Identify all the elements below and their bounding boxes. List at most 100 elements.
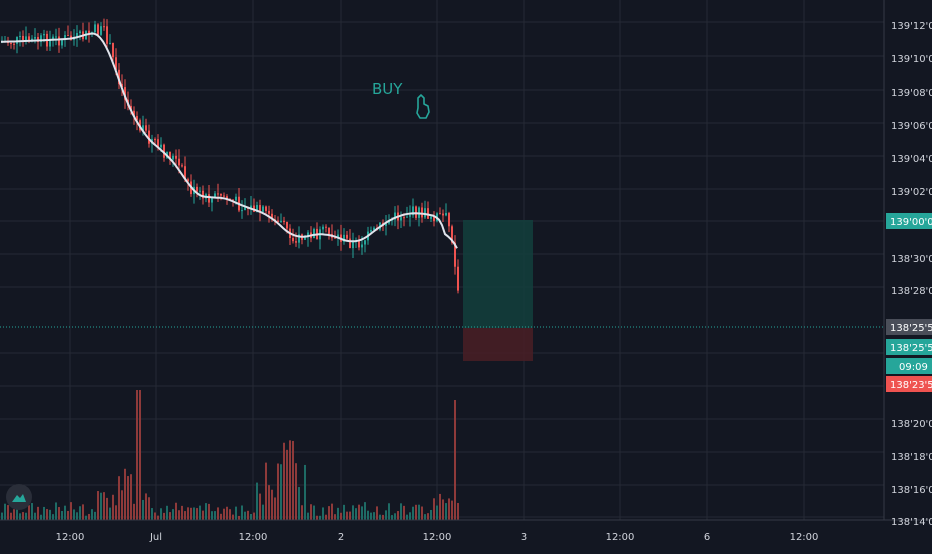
volume-bar bbox=[49, 509, 51, 520]
volume-bar bbox=[322, 507, 324, 520]
candle-body bbox=[394, 212, 396, 220]
candle-body bbox=[268, 210, 270, 214]
volume-bar bbox=[199, 505, 201, 520]
candle-body bbox=[52, 36, 54, 40]
candle-body bbox=[448, 213, 450, 227]
volume-bar bbox=[88, 513, 90, 520]
volume-bar bbox=[79, 506, 81, 520]
time-axis[interactable]: 12:00 Jul 12:00 2 12:00 3 12:00 6 12:00 bbox=[56, 532, 819, 543]
volume-bar bbox=[421, 506, 423, 520]
volume-bar bbox=[223, 508, 225, 520]
candle-body bbox=[298, 234, 300, 243]
candle-body bbox=[373, 227, 375, 231]
candle-body bbox=[19, 35, 21, 37]
tradingview-logo-button[interactable] bbox=[6, 484, 32, 510]
volume-bar bbox=[454, 400, 456, 520]
candle-body bbox=[250, 205, 252, 209]
volume-bar bbox=[130, 474, 132, 520]
candle-body bbox=[13, 43, 15, 45]
candle-body bbox=[325, 226, 327, 228]
price-tick-label: 139'04'0 bbox=[891, 154, 932, 165]
volume-bar bbox=[361, 506, 363, 520]
candle-body bbox=[88, 30, 90, 35]
candle-body bbox=[400, 217, 402, 221]
position-loss-zone[interactable] bbox=[463, 328, 533, 361]
volume-bar bbox=[28, 505, 30, 520]
price-badge-label: 139'00'0 bbox=[890, 217, 932, 228]
candle-body bbox=[175, 155, 177, 159]
volume-bar bbox=[247, 510, 249, 520]
moving-average-line bbox=[1, 32, 458, 249]
volume-bar bbox=[220, 513, 222, 520]
time-tick-label: 12:00 bbox=[606, 532, 635, 543]
candle-body bbox=[385, 223, 387, 226]
volume-bar bbox=[142, 499, 144, 520]
volume-bar bbox=[61, 510, 63, 520]
volume-bar bbox=[82, 504, 84, 520]
price-badge bbox=[886, 213, 932, 229]
volume-bar bbox=[298, 487, 300, 520]
volume-bar bbox=[346, 511, 348, 520]
volume-bar bbox=[55, 502, 57, 520]
candle-body bbox=[172, 155, 174, 160]
position-profit-zone[interactable] bbox=[463, 220, 533, 328]
candle-body bbox=[328, 227, 330, 234]
price-badge bbox=[886, 376, 932, 392]
volume-bar bbox=[205, 503, 207, 520]
candle-body bbox=[265, 206, 267, 211]
volume-bar bbox=[367, 510, 369, 520]
volume-bar bbox=[10, 512, 12, 520]
price-badge bbox=[886, 358, 932, 374]
volume-bar bbox=[52, 514, 54, 520]
candle-body bbox=[97, 24, 99, 35]
candle-body bbox=[322, 226, 324, 230]
candle-body bbox=[163, 144, 165, 158]
candle-body bbox=[115, 57, 117, 70]
volume-bar bbox=[307, 512, 309, 520]
candle-body bbox=[295, 241, 297, 243]
candle-body bbox=[133, 110, 135, 117]
candle-body bbox=[25, 36, 27, 40]
position-tool[interactable] bbox=[463, 220, 533, 361]
candle-body bbox=[412, 206, 414, 216]
candle-body bbox=[148, 130, 150, 144]
volume-bar bbox=[331, 503, 333, 520]
volume-bar bbox=[94, 511, 96, 520]
candle-body bbox=[439, 213, 441, 215]
candle-body bbox=[145, 125, 147, 131]
volume-bar bbox=[295, 463, 297, 520]
candle-body bbox=[256, 205, 258, 212]
price-tick-label: 138'20'0 bbox=[891, 419, 932, 430]
price-axis[interactable]: 139'12'0 139'10'0 139'08'0 139'06'0 139'04'0… bbox=[891, 21, 932, 528]
candle-body bbox=[442, 213, 444, 216]
candle-body bbox=[34, 36, 36, 39]
volume-bar bbox=[124, 468, 126, 520]
volume-bar bbox=[196, 508, 198, 520]
candle-body bbox=[28, 36, 30, 42]
volume-bar bbox=[268, 485, 270, 520]
volume-bar bbox=[46, 509, 48, 520]
volume-bar bbox=[4, 503, 6, 520]
volume-bar bbox=[277, 463, 279, 520]
volume-bar bbox=[7, 505, 9, 520]
volume-bar bbox=[235, 506, 237, 520]
candle-body bbox=[22, 35, 24, 40]
tradingview-mountain-icon bbox=[12, 494, 26, 502]
price-axis-badges: 139'00'0 138'25'5 138'25'5 09:09 138'23'5 bbox=[886, 213, 932, 392]
time-tick-label: 6 bbox=[704, 532, 710, 543]
volume-bar bbox=[148, 497, 150, 520]
volume-bar bbox=[337, 507, 339, 520]
candle-body bbox=[349, 238, 351, 249]
volume-bar bbox=[85, 515, 87, 520]
candle-body bbox=[10, 42, 12, 44]
volume-bar bbox=[430, 509, 432, 520]
buy-annotation[interactable]: BUY bbox=[372, 80, 430, 119]
volume-bar bbox=[349, 511, 351, 520]
volume-bar bbox=[394, 513, 396, 520]
price-badge bbox=[886, 339, 932, 355]
volume-bar bbox=[406, 514, 408, 520]
price-tick-label: 138'28'0 bbox=[891, 286, 932, 297]
candle-body bbox=[157, 139, 159, 148]
